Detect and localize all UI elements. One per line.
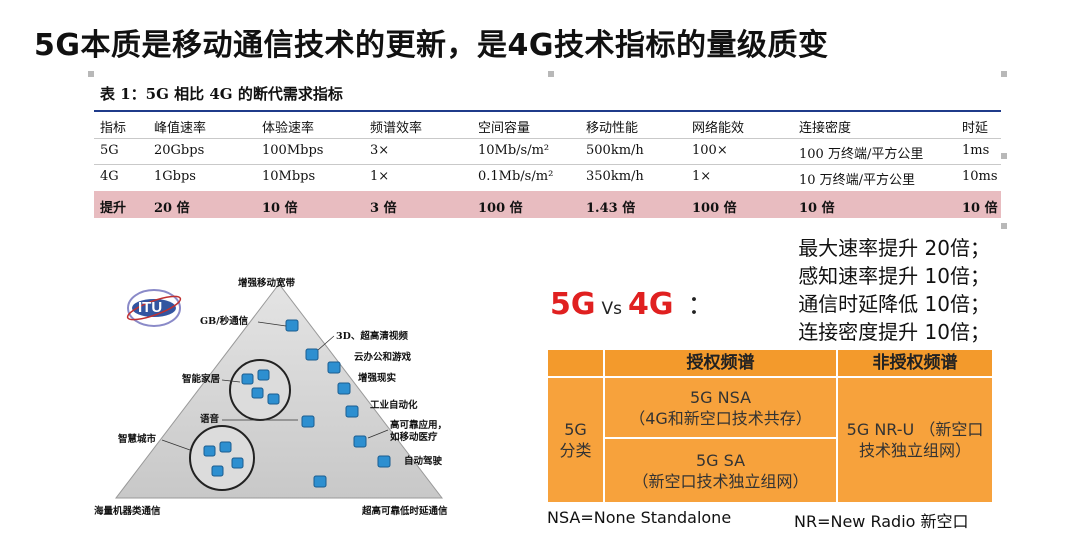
table-cell: 4G [100,169,119,184]
label-reliable: 高可靠应用， [390,419,447,431]
header-cell: 峰值速率 [154,121,207,136]
resize-handle-se[interactable] [1001,223,1007,229]
table-cell: 350km/h [586,169,644,184]
label-reliable-2: 如移动医疗 [390,431,438,443]
label-smart-city: 智慧城市 [118,433,157,445]
table-cell: 1Gbps [154,169,196,184]
table-cell: 5G [100,143,119,158]
footnote-nr: NR=New Radio 新空口 [794,512,969,531]
table-divider [605,437,836,439]
label-ar: 增强现实 [358,372,397,384]
label-voice: 语音 [200,413,220,425]
improvement-item: 最大速率提升 20倍； [798,236,990,260]
table-cell: 1.43 倍 [586,201,636,216]
header-licensed: 授权频谱 [605,350,836,376]
table-cell: 10 万终端/平方公里 [799,173,916,188]
row-divider [94,138,1001,139]
label-urllc: 超高可靠低时延通信 [361,505,448,517]
spectrum-table: 授权频谱 非授权频谱 5G 分类 5G NSA （4G和新空口技术共存） 5G … [548,350,992,502]
header-cell: 指标 [100,121,127,136]
table-cell: 100 倍 [692,201,737,216]
heading-colon: ： [687,291,714,321]
header-cell: 网络能效 [692,121,745,136]
table-cell: 10 倍 [262,201,298,216]
improvement-item: 连接密度提升 10倍； [798,320,990,344]
table-cell: 100 倍 [478,201,523,216]
label-industry: 工业自动化 [370,399,418,411]
heading-4g: 4G [628,287,674,322]
improvement-item: 通信时延降低 10倍； [798,292,990,316]
itu-pyramid-diagram: 增强移动宽带 GB/秒通信 3D、超高清视频 云办公和游戏 智能家居 增强现实 … [92,270,484,522]
table-row-4g: 4G 1Gbps 10Mbps 1× 0.1Mb/s/m² 350km/h 1×… [94,164,1001,190]
header-unlicensed: 非授权频谱 [838,350,992,376]
table-cell: 1ms [962,143,990,158]
table-cell: 500km/h [586,143,644,158]
table-divider [548,376,992,378]
heading-vs: Vs [601,299,623,319]
heading-5g: 5G [550,287,596,322]
resize-handle-ne[interactable] [1001,71,1007,77]
table-cell: 20 倍 [154,201,190,216]
table-cell: 100× [692,143,728,158]
label-embb: 增强移动宽带 [238,277,296,289]
table-cell: 100Mbps [262,143,324,158]
table-cell: 10 倍 [799,201,835,216]
table-cell: 0.1Mb/s/m² [478,169,554,184]
cell-5g-sa: 5G SA （新空口技术独立组网） [605,439,836,502]
header-cell: 时延 [962,121,989,136]
table-cell: 1× [692,169,712,184]
cell-5g-nr-u: 5G NR-U （新空口技术独立组网） [838,378,992,502]
footnote-nsa: NSA=None Standalone [547,508,732,527]
label-smart-home: 智能家居 [182,373,221,385]
table-row-5g: 5G 20Gbps 100Mbps 3× 10Mb/s/m² 500km/h 1… [94,138,1001,164]
label-gb: GB/秒通信 [200,315,249,327]
table-divider [603,350,605,502]
table-cell: 3× [370,143,390,158]
table-cell: 20Gbps [154,143,205,158]
header-cell: 连接密度 [799,121,852,136]
row-divider [94,164,1001,165]
demand-table: 表 1：5G 相比 4G 的断代需求指标 指标 峰值速率 体验速率 频谱效率 空… [88,71,1007,229]
itu-logo-text: ITU [138,299,163,316]
table-top-rule [94,110,1001,112]
label-3d: 3D、超高清视频 [336,330,408,342]
improvement-list: 最大速率提升 20倍； 感知速率提升 10倍； 通信时延降低 10倍； 连接密度… [735,234,990,346]
improvement-item: 感知速率提升 10倍； [798,264,990,288]
table-caption: 表 1：5G 相比 4G 的断代需求指标 [100,85,343,103]
table-divider [836,350,838,502]
table-row-improvement: 提升 20 倍 10 倍 3 倍 100 倍 1.43 倍 100 倍 10 倍… [94,191,1001,218]
label-cloud: 云办公和游戏 [354,351,412,363]
header-cell: 频谱效率 [370,121,423,136]
table-header-row: 指标 峰值速率 体验速率 频谱效率 空间容量 移动性能 网络能效 连接密度 时延 [94,112,1001,138]
page-title: 5G本质是移动通信技术的更新，是4G技术指标的量级质变 [34,28,829,63]
row-label-5g-class: 5G 分类 [548,378,603,502]
table-cell: 提升 [100,201,127,216]
label-mmtc: 海量机器类通信 [94,505,161,517]
table-cell: 100 万终端/平方公里 [799,147,924,162]
table-cell: 10Mb/s/m² [478,143,550,158]
resize-handle-n[interactable] [548,71,554,77]
table-cell: 1× [370,169,390,184]
smart-city-circle [189,425,255,491]
label-driving: 自动驾驶 [404,455,443,467]
resize-handle-nw[interactable] [88,71,94,77]
resize-handle-e[interactable] [1001,153,1007,159]
itu-logo [126,289,182,327]
comparison-heading: 5G Vs 4G ： [550,285,714,322]
header-cell: 移动性能 [586,121,639,136]
header-cell: 空间容量 [478,121,531,136]
header-cell: 体验速率 [262,121,315,136]
cell-5g-nsa: 5G NSA （4G和新空口技术共存） [605,378,836,437]
table-cell: 10Mbps [262,169,316,184]
table-cell: 10 倍 [962,201,998,216]
table-cell: 3 倍 [370,201,397,216]
table-cell: 10ms [962,169,998,184]
